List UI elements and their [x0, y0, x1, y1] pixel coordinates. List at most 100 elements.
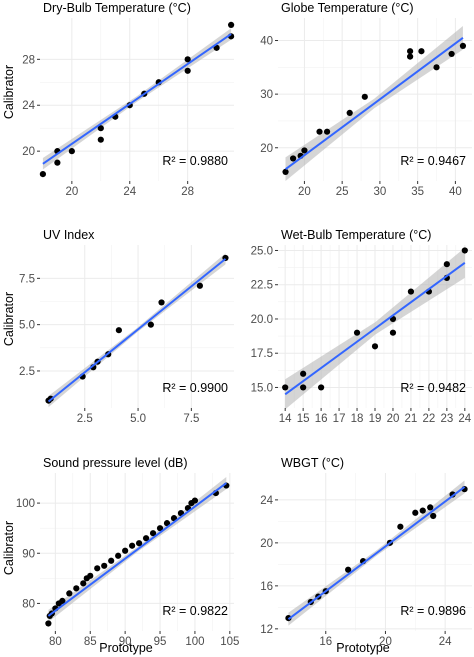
regression-line	[287, 486, 466, 620]
data-point	[196, 282, 203, 289]
data-point	[419, 507, 426, 514]
y-tick-label: 22.5	[251, 280, 273, 292]
x-tick-label: 5.0	[130, 413, 146, 425]
data-point	[407, 288, 415, 295]
data-point	[54, 159, 61, 166]
y-axis-label-middle: Calibrator	[2, 292, 16, 346]
x-tick-label: 19	[369, 413, 382, 425]
data-point	[353, 329, 361, 336]
data-point	[156, 525, 164, 532]
x-tick-label: 90	[119, 636, 132, 648]
data-point	[66, 590, 73, 597]
data-point	[135, 540, 143, 547]
y-tick-label: 100	[16, 498, 35, 510]
panel-1: 20 24 28 20 24 28 Dry-Bulb Temperature (°C) R² …	[22, 1, 235, 198]
data-point	[407, 53, 414, 60]
x-tick-label: 24	[458, 413, 471, 425]
y-tick-label: 24	[260, 495, 273, 507]
data-point	[289, 155, 297, 162]
data-point	[142, 535, 150, 542]
x-tick-label: 80	[49, 636, 62, 648]
y-tick-label: 28	[22, 54, 35, 66]
x-tick-label: 15	[297, 413, 310, 425]
y-tick-label: 15.0	[251, 382, 273, 394]
y-tick-label: 20	[22, 146, 35, 158]
data-point	[108, 557, 115, 564]
y-tick-label: 17.5	[251, 348, 273, 360]
x-tick-label: 7.5	[183, 413, 199, 425]
data-point	[59, 597, 66, 605]
data-point	[361, 93, 368, 100]
y-tick-label: 7.5	[19, 273, 35, 285]
x-tick-label: 28	[181, 186, 194, 198]
data-point	[430, 512, 437, 520]
data-point	[459, 42, 467, 49]
data-point	[115, 327, 122, 334]
data-point	[443, 261, 450, 268]
data-point	[149, 530, 157, 537]
data-point	[346, 109, 353, 117]
x-tick-label: 100	[185, 636, 204, 648]
data-point	[323, 128, 331, 135]
r-squared-label: R² = 0.9900	[162, 381, 228, 395]
y-tick-label: 25.0	[251, 245, 273, 257]
data-point	[300, 384, 307, 391]
data-point	[115, 552, 122, 559]
panel-title: Wet-Bulb Temperature (°C)	[281, 228, 431, 242]
y-tick-label: 5.0	[19, 320, 35, 332]
data-point	[371, 343, 379, 350]
data-point	[94, 565, 101, 572]
r-squared-label: R² = 0.9880	[162, 154, 228, 168]
r-squared-label: R² = 0.9467	[400, 154, 466, 168]
panel-4: 14 15 16 17 18 19 20 21 22 23 24 15.0 17.5 20.0 22.5 25…	[251, 228, 472, 425]
x-tick-label: 16	[319, 636, 332, 648]
data-point	[68, 148, 75, 155]
y-tick-label: 20	[260, 538, 273, 550]
panel-title: Sound pressure level (dB)	[43, 456, 188, 470]
data-point	[427, 504, 434, 511]
x-tick-label: 18	[351, 413, 364, 425]
data-point	[316, 128, 323, 135]
data-point	[45, 620, 52, 627]
x-tick-label: 2.5	[77, 413, 93, 425]
y-tick-label: 24	[22, 100, 35, 112]
data-point	[318, 384, 325, 391]
x-tick-label: 23	[440, 413, 453, 425]
x-tick-label: 85	[84, 636, 97, 648]
x-tick-label: 20	[379, 636, 392, 648]
x-tick-label: 20	[387, 413, 400, 425]
data-point	[418, 48, 425, 55]
x-tick-label: 21	[405, 413, 418, 425]
data-point	[147, 321, 154, 328]
data-point	[158, 299, 165, 306]
data-point	[97, 125, 104, 132]
r-squared-label: R² = 0.9482	[400, 381, 466, 395]
data-point	[184, 56, 191, 63]
y-tick-label: 20	[260, 143, 273, 155]
data-point	[191, 497, 199, 504]
y-tick-label: 2.5	[19, 366, 35, 378]
y-tick-label: 40	[260, 36, 273, 48]
x-tick-label: 24	[123, 186, 136, 198]
y-tick-label: 90	[22, 548, 35, 560]
data-point	[122, 547, 129, 554]
x-tick-label: 35	[411, 186, 424, 198]
x-tick-label: 24	[439, 636, 452, 648]
data-point	[461, 247, 468, 254]
data-point	[73, 585, 80, 592]
y-tick-label: 80	[22, 598, 35, 610]
data-point	[412, 509, 419, 516]
data-point	[397, 523, 404, 530]
panel-6: 16 20 24 12 16 20 24 WBGT (°C) R² = 0.9896	[260, 456, 472, 648]
y-tick-label: 12	[260, 624, 273, 636]
data-point	[282, 384, 289, 391]
data-point	[407, 48, 414, 55]
data-point	[97, 136, 104, 143]
x-tick-label: 17	[333, 413, 346, 425]
panel-2: 20 25 30 35 40 20 30 40 Globe Temperature (°C) R²…	[260, 1, 472, 198]
x-tick-label: 20	[65, 186, 78, 198]
data-point	[345, 566, 352, 573]
x-tick-label: 20	[298, 186, 311, 198]
data-point	[228, 21, 235, 28]
